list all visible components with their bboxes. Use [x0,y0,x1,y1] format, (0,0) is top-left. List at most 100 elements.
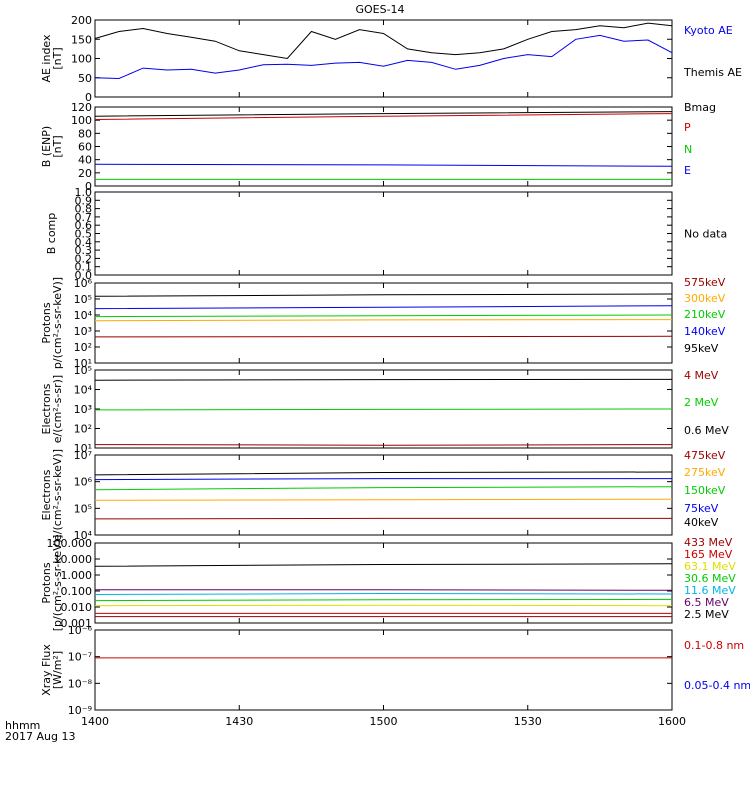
y-tick-label: 0.001 [61,617,93,630]
series-line [94,408,673,411]
y-tick-label: 1.000 [61,569,93,582]
y-tick-label: 120 [71,101,92,114]
y-tick-label: 10³ [74,325,92,338]
y-tick-label: 10¹ [74,357,92,370]
legend-label: 150keV [684,484,726,497]
y-axis-label: [nT] [51,135,64,157]
y-tick-label: 0.8 [75,203,93,216]
y-tick-label: 10⁻⁹ [68,704,92,717]
y-axis-label: p/(cm²-s-sr-keV)] [51,277,64,369]
y-tick-label: 10⁶ [74,277,93,290]
y-tick-label: 10⁵ [74,364,92,377]
legend-label: 140keV [684,325,726,338]
y-tick-label: 0.6 [75,219,93,232]
legend-label: 2 MeV [684,396,719,409]
legend-label: 275keV [684,466,726,479]
y-tick-label: 10⁷ [74,449,92,462]
x-tick-label: 1530 [514,715,542,728]
legend-label: 165 MeV [684,548,733,561]
legend-label: E [684,164,691,177]
panel-1: 0 50 100 150 200 AE index[nT] Kyoto AE Themis A… [40,14,742,104]
y-tick-label: 10⁵ [74,293,92,306]
y-tick-label: 0.9 [75,194,93,207]
x-tick-label: 1430 [225,715,253,728]
y-tick-label: 80 [78,127,92,140]
legend-label: 11.6 MeV [684,584,736,597]
y-tick-label: 150 [71,33,92,46]
series-line [94,22,673,60]
y-tick-label: 0.7 [75,211,93,224]
date-label: 2017 Aug 13 [5,730,75,743]
legend-label: P [684,121,691,134]
legend-label: 63.1 MeV [684,560,736,573]
panel-frame [94,542,673,624]
legend-label: 75keV [684,502,719,515]
legend-label: 300keV [684,292,726,305]
legend-label: 4 MeV [684,369,719,382]
y-axis-label: e/(cm²-s-sr-keV)] [51,449,64,541]
series-line [94,34,673,80]
legend-label: 210keV [684,308,726,321]
legend-label: 6.5 MeV [684,596,729,609]
series-line [94,335,673,338]
x-tick-label: 1600 [658,715,686,728]
y-tick-label: 10² [74,423,92,436]
y-tick-label: 100 [71,53,92,66]
panel-4: 10¹ 10² 10³ 10⁴ 10⁵ 10⁶ Protonsp/(cm²-s-sr-keV… [40,276,726,370]
y-axis-label: AE index [40,34,53,83]
legend-label: 0.1-0.8 nm [684,639,744,652]
series-line [94,293,673,297]
y-tick-label: 10³ [74,403,92,416]
series-line [94,471,673,476]
y-tick-label: 100.000 [47,537,93,550]
y-tick-label: 10² [74,341,92,354]
y-tick-label: 0.2 [75,252,93,265]
legend-label: Bmag [684,101,716,114]
series-line [94,592,673,595]
panel-8: 10⁻⁹ 10⁻⁸ 10⁻⁷ 10⁻⁶ Xray Flux[W/m²] 0.1-0.8 n… [40,624,750,717]
series-line [94,486,673,491]
x-tick-label: 1400 [81,715,109,728]
legend-label: 575keV [684,276,726,289]
y-tick-label: 10⁴ [74,309,93,322]
legend-label: 0.6 MeV [684,424,729,437]
legend-label: 95keV [684,342,719,355]
y-tick-label: 40 [78,154,92,167]
legend-label: 475keV [684,449,726,462]
y-tick-label: 0.3 [75,244,93,257]
series-line [94,444,673,446]
y-tick-label: 10.000 [54,553,93,566]
series-line [94,498,673,501]
y-axis-label: e/(cm²-s-sr)] [51,375,64,443]
y-axis-label: B (ENP) [40,126,53,167]
series-line [94,604,673,607]
y-axis-label: Electrons [40,469,53,520]
legend-label: 433 MeV [684,536,733,549]
y-tick-label: 10⁴ [74,529,93,542]
panel-frame [94,19,673,98]
y-tick-label: 10⁻⁶ [68,624,93,637]
y-tick-label: 20 [78,167,92,180]
legend-label: 0.05-0.4 nm [684,679,750,692]
y-tick-label: 10⁶ [74,476,93,489]
series-line [94,478,672,481]
y-tick-label: 0.5 [75,228,93,241]
panel-frame [94,629,673,711]
legend-label: Themis AE [683,66,742,79]
y-tick-label: 0.4 [75,236,93,249]
series-line [94,378,673,381]
y-tick-label: 100 [71,114,92,127]
y-axis-label: [nT] [51,47,64,69]
y-tick-label: 0.0 [75,269,93,282]
y-axis-label: B comp [45,213,58,255]
legend-label: 30.6 MeV [684,572,736,585]
panel-annotation: No data [684,228,727,241]
y-axis-label: Protons [40,562,53,603]
legend-label: N [684,143,692,156]
y-axis-label: [W/m²] [51,651,64,689]
